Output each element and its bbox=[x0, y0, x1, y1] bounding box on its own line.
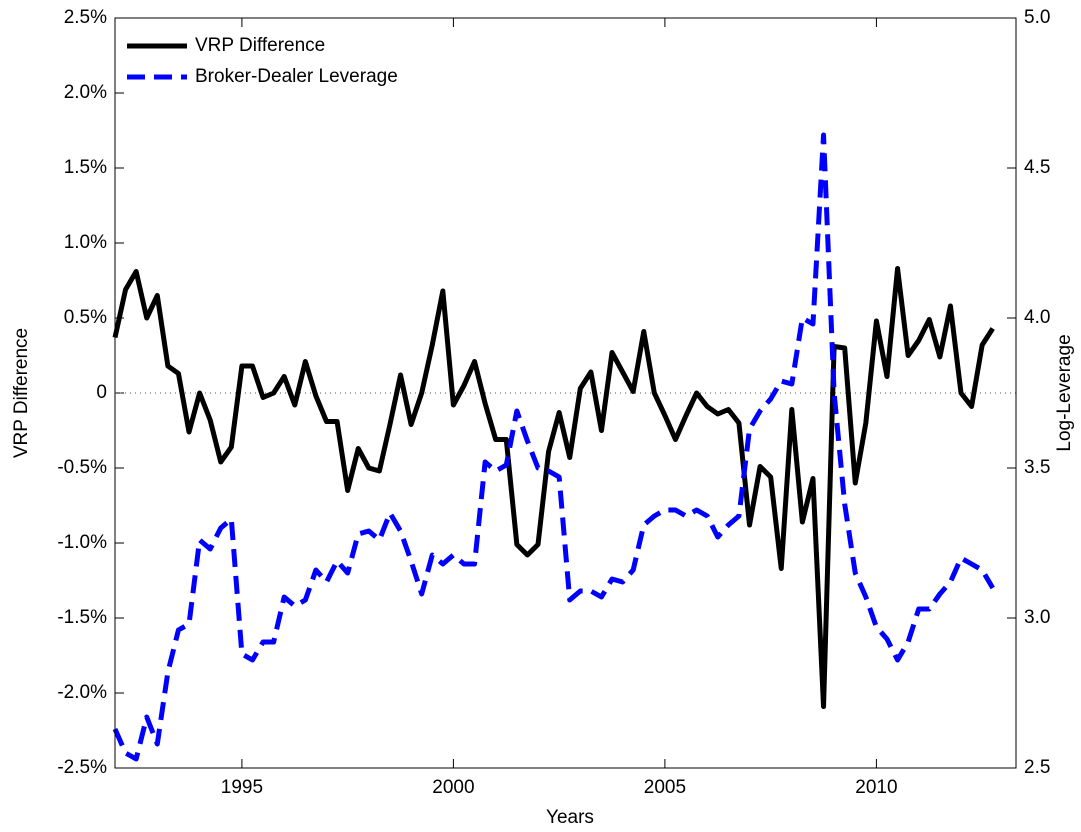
data-line bbox=[112, 266, 995, 709]
legend-label: VRP Difference bbox=[195, 35, 325, 56]
y-tick-label: -2.0% bbox=[57, 682, 107, 703]
x-tick-label: 2005 bbox=[644, 777, 686, 798]
y-tick-label: -1.5% bbox=[57, 607, 107, 628]
y2-tick-label: 5.0 bbox=[1024, 7, 1050, 28]
plot-frame bbox=[114, 17, 1017, 769]
y-tick-label: 2.0% bbox=[64, 82, 107, 103]
y2-tick-label: 3.0 bbox=[1024, 607, 1050, 628]
y-tick-label: 0 bbox=[96, 382, 107, 403]
y-tick-label: -2.5% bbox=[57, 757, 107, 778]
x-tick-label: 2010 bbox=[855, 777, 897, 798]
y-tick-label: -0.5% bbox=[57, 457, 107, 478]
y2-tick-label: 2.5 bbox=[1024, 757, 1050, 778]
y-tick-label: 1.0% bbox=[64, 232, 107, 253]
x-tick-label: 1995 bbox=[221, 777, 263, 798]
y-tick-label: 2.5% bbox=[64, 7, 107, 28]
y-tick-label: 1.5% bbox=[64, 157, 107, 178]
y2-tick-label: 4.5 bbox=[1024, 157, 1050, 178]
x-tick-label: 2000 bbox=[432, 777, 474, 798]
legend-label: Broker-Dealer Leverage bbox=[195, 66, 398, 87]
y-tick-label: 0.5% bbox=[64, 307, 107, 328]
y2-tick-label: 3.5 bbox=[1024, 457, 1050, 478]
y2-tick-label: 4.0 bbox=[1024, 307, 1050, 328]
x-axis-label: Years bbox=[546, 807, 594, 828]
y-axis-label: VRP Difference bbox=[11, 328, 32, 458]
y-tick-label: -1.0% bbox=[57, 532, 107, 553]
data-line bbox=[112, 132, 995, 762]
y2-axis-label: Log-Leverage bbox=[1054, 334, 1075, 451]
